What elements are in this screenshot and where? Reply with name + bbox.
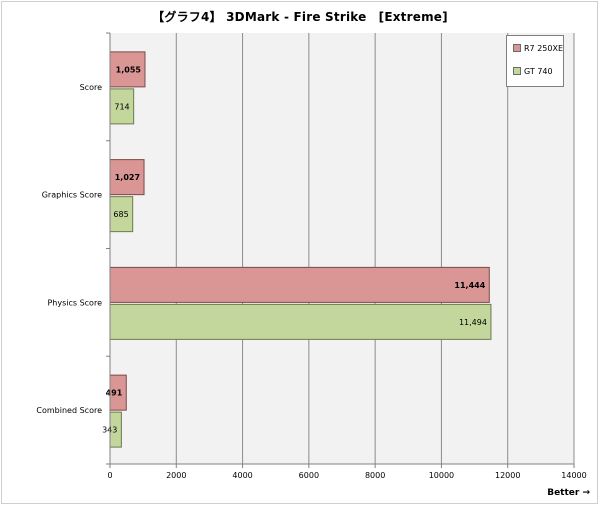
x-tick-label: 6000 (299, 471, 319, 480)
category-label: Physics Score (47, 298, 102, 307)
bar-series-2 (109, 303, 492, 340)
bar-series-1 (109, 159, 145, 196)
data-label: 1,027 (115, 173, 140, 182)
better-direction-note: Better → (547, 488, 590, 498)
data-label: 714 (114, 102, 129, 111)
chart-legend: R7 250XE GT 740 (506, 35, 564, 87)
legend-swatch-series-2 (513, 66, 521, 75)
x-tick-label: 4000 (232, 471, 252, 480)
legend-swatch-series-1 (513, 43, 521, 52)
x-tick-label: 0 (107, 471, 112, 480)
bar-series-1 (109, 266, 490, 303)
x-tick-label: 8000 (365, 471, 385, 480)
category-label: Score (80, 83, 102, 92)
x-tick-label: 14000 (561, 471, 586, 480)
category-label: Combined Score (36, 406, 102, 415)
chart-title: 【グラフ4】 3DMark - Fire Strike [Extreme] (152, 10, 448, 24)
data-label: 491 (106, 389, 123, 398)
data-label: 685 (113, 210, 128, 219)
data-label: 1,055 (116, 65, 142, 74)
legend-item-series-2: GT 740 (513, 66, 553, 77)
legend-label-series-1: R7 250XE (524, 44, 563, 53)
plot-area (110, 33, 574, 464)
category-label: Graphics Score (42, 191, 102, 200)
data-label: 11,494 (459, 318, 487, 327)
legend-label-series-2: GT 740 (524, 67, 553, 76)
x-tick-label: 12000 (495, 471, 520, 480)
x-tick-label: 10000 (429, 471, 454, 480)
bar-series-1 (109, 51, 146, 88)
x-tick-label: 2000 (166, 471, 186, 480)
data-label: 11,444 (454, 281, 485, 290)
legend-item-series-1: R7 250XE (513, 43, 563, 54)
